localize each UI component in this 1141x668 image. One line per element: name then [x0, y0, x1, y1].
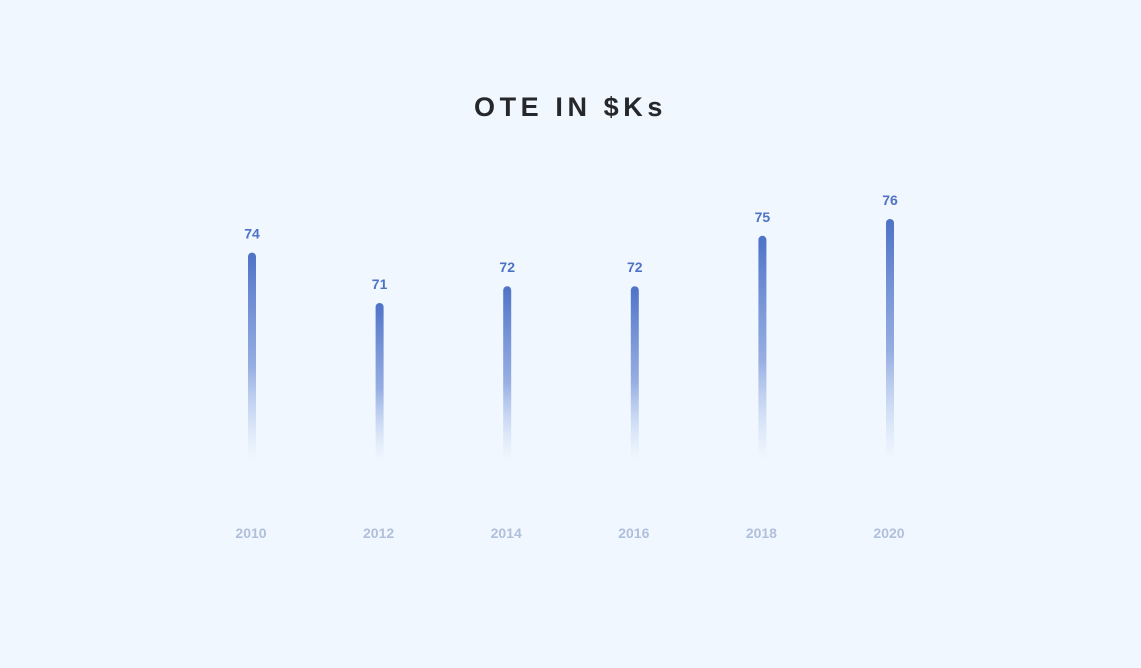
x-tick-2020: 2020 [873, 525, 904, 541]
x-tick-2018: 2018 [746, 525, 777, 541]
chart-title: OTE IN $Ks [473, 92, 668, 122]
value-label-2012: 71 [372, 276, 388, 292]
bar-2020 [886, 219, 894, 460]
bar-2010 [248, 252, 256, 460]
value-label-2018: 75 [755, 209, 771, 225]
bar-2016 [630, 286, 639, 460]
x-tick-2016: 2016 [618, 525, 649, 541]
x-tick-2010: 2010 [235, 525, 266, 541]
value-label-2014: 72 [499, 259, 515, 275]
x-tick-2014: 2014 [491, 525, 522, 541]
bar-2018 [758, 235, 767, 460]
value-labels-layer: 74 71 72 72 75 76 [244, 192, 898, 292]
value-label-2016: 72 [627, 259, 643, 275]
bar-2012 [375, 303, 384, 460]
value-label-2020: 76 [882, 192, 898, 208]
value-label-2010: 74 [244, 226, 260, 242]
bar-2014 [503, 286, 512, 460]
x-tick-labels: 2010 2012 2014 2016 2018 2020 [235, 525, 904, 541]
bars-layer [248, 219, 894, 460]
x-tick-2012: 2012 [363, 525, 394, 541]
